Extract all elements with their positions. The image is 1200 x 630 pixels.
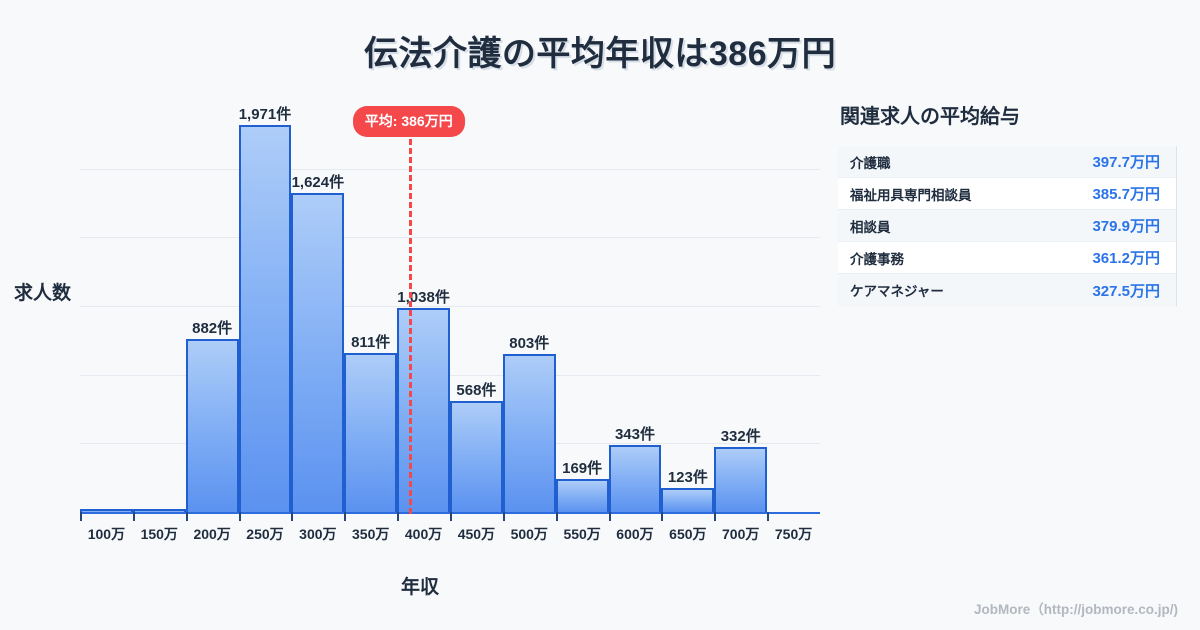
x-axis-tick: [291, 512, 294, 521]
x-axis-tick-label: 700万: [722, 526, 760, 542]
bar-value-label: 1,624件: [291, 174, 345, 192]
x-axis-tick: [502, 512, 505, 521]
bar: [397, 308, 450, 512]
bar: [555, 478, 609, 512]
job-title-cell: 介護事務: [850, 251, 904, 267]
bar-value-label: 343件: [614, 425, 655, 443]
x-axis-tick-label: 100万: [87, 526, 126, 542]
bar: [132, 509, 186, 512]
table-row: 介護職 397.7万円: [838, 146, 1176, 178]
job-title-cell: ケアマネジャー: [850, 284, 944, 299]
y-axis-title: 求人数: [14, 283, 72, 304]
x-axis-tick-label: 450万: [457, 526, 496, 542]
bar-value-label: 803件: [509, 335, 550, 353]
x-axis-tick-label: 500万: [510, 526, 548, 542]
x-axis-tick-label: 350万: [352, 526, 390, 542]
bar: [714, 446, 768, 512]
x-axis-tick: [450, 512, 452, 521]
bar-series: 882件 1,971件 1,624件 811件 1,038件 568件 803件 169件 34…: [80, 100, 820, 512]
bar: [80, 509, 133, 512]
x-axis-tick: [661, 512, 664, 521]
plot-region: 882件 1,971件 1,624件 811件 1,038件 568件 803件 169件 34…: [80, 100, 820, 542]
related-salary-title: 関連求人の平均給与: [840, 106, 1020, 128]
x-axis-tick: [80, 512, 82, 521]
bar-value-label: 1,038件: [397, 289, 450, 307]
x-axis-tick-label: 300万: [299, 526, 337, 542]
bar: [661, 487, 715, 512]
bar: [608, 444, 662, 512]
gridline: [80, 306, 820, 307]
bar: [502, 354, 556, 512]
job-title-cell: 福祉用具専門相談員: [850, 187, 972, 203]
average-salary-cell: 397.7万円: [1092, 154, 1160, 171]
footer-watermark: JobMore（http://jobmore.co.jp/): [974, 602, 1178, 617]
average-line: [408, 130, 412, 514]
x-axis-tick-label: 650万: [669, 526, 707, 542]
bar-value-label: 568件: [456, 381, 497, 399]
x-axis-tick: [397, 512, 400, 521]
x-axis-tick: [608, 512, 611, 521]
bar-value-label: 1,971件: [238, 106, 292, 124]
gridline: [80, 237, 820, 239]
bar: [291, 193, 345, 512]
x-axis-tick: [767, 512, 770, 521]
bar: [450, 400, 503, 512]
x-axis-tick: [555, 512, 558, 521]
bar-value-label: 882件: [192, 319, 233, 337]
x-axis-tick-label: 600万: [616, 526, 654, 542]
x-axis-tick-label: 150万: [140, 526, 178, 542]
bar-value-label: 811件: [351, 333, 391, 351]
x-axis-tick: [132, 512, 135, 521]
table-row: 相談員 379.9万円: [838, 210, 1176, 242]
x-axis-tick-label: 200万: [193, 526, 231, 542]
related-salary-table: 介護職 397.7万円福祉用具専門相談員 385.7万円相談員 379.9万円介護事務…: [838, 146, 1177, 306]
bar: [185, 338, 239, 512]
x-axis-title: 年収: [400, 577, 439, 598]
job-title-cell: 相談員: [850, 219, 891, 235]
page-title: 伝法介護の平均年収は386万円: [363, 35, 837, 73]
x-axis-tick-label: 250万: [246, 526, 284, 542]
x-axis-tick: [238, 512, 241, 521]
bar: [238, 125, 292, 512]
average-salary-cell: 385.7万円: [1092, 186, 1160, 203]
bar-value-label: 169件: [562, 459, 603, 477]
average-salary-cell: 361.2万円: [1092, 250, 1160, 267]
table-row: ケアマネジャー 327.5万円: [838, 274, 1176, 306]
bar-value-label: 123件: [667, 468, 708, 486]
gridline: [80, 168, 820, 170]
x-axis-tick-label: 400万: [404, 526, 443, 542]
chart-area: 求人数 年収 882件 1,971件 1,624件 811件 1,038件 568件 803…: [14, 100, 820, 598]
bar-value-label: 332件: [720, 427, 761, 445]
average-salary-cell: 379.9万円: [1092, 218, 1160, 235]
table-row: 介護事務 361.2万円: [838, 242, 1176, 274]
related-salary-panel: 関連求人の平均給与 介護職 397.7万円福祉用具専門相談員 385.7万円相談員 3…: [838, 100, 1188, 306]
average-salary-cell: 327.5万円: [1092, 282, 1160, 300]
x-axis-tick: [714, 512, 717, 521]
bar: [344, 352, 398, 512]
average-badge: 平均: 386万円: [352, 106, 465, 137]
x-axis-tick: [344, 512, 347, 521]
table-row: 福祉用具専門相談員 385.7万円: [838, 178, 1176, 210]
job-title-cell: 介護職: [850, 155, 891, 171]
x-axis-tick-label: 550万: [563, 526, 601, 542]
gridline: [80, 374, 820, 376]
x-axis-tick-label: 750万: [774, 526, 813, 542]
x-axis-tick: [185, 512, 188, 521]
